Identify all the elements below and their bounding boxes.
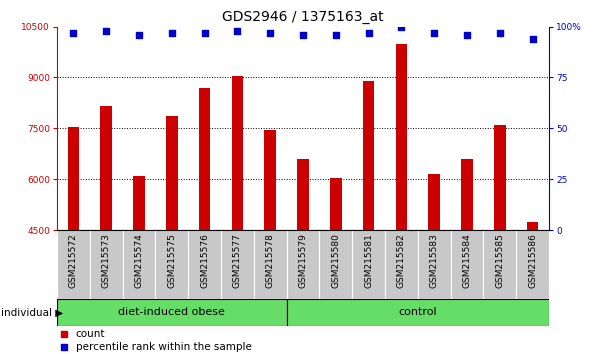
Bar — [287, 230, 319, 299]
Text: individual ▶: individual ▶ — [1, 307, 64, 318]
Text: GSM215575: GSM215575 — [167, 234, 176, 289]
Point — [364, 30, 373, 35]
Text: diet-induced obese: diet-induced obese — [118, 307, 225, 318]
Text: GSM215585: GSM215585 — [496, 234, 504, 289]
Bar — [221, 230, 254, 299]
Bar — [330, 177, 341, 230]
Text: GSM215576: GSM215576 — [200, 234, 209, 289]
Text: GSM215574: GSM215574 — [134, 234, 143, 288]
Bar — [297, 159, 309, 230]
Point — [167, 30, 176, 35]
Bar — [352, 230, 385, 299]
Text: GSM215579: GSM215579 — [299, 234, 308, 289]
Text: GSM215582: GSM215582 — [397, 234, 406, 288]
Bar — [155, 230, 188, 299]
Text: GSM215586: GSM215586 — [528, 234, 537, 289]
Bar — [166, 116, 178, 230]
Bar — [188, 230, 221, 299]
Text: GSM215581: GSM215581 — [364, 234, 373, 289]
Point — [233, 28, 242, 33]
Point — [331, 32, 341, 38]
Bar — [90, 230, 122, 299]
Point — [134, 32, 144, 38]
Bar — [319, 230, 352, 299]
Point — [495, 30, 505, 35]
Bar — [385, 230, 418, 299]
Bar — [484, 230, 516, 299]
Bar — [287, 299, 549, 326]
Text: control: control — [398, 307, 437, 318]
Point — [59, 331, 69, 336]
Point — [298, 32, 308, 38]
Bar — [57, 230, 90, 299]
Text: GSM215578: GSM215578 — [266, 234, 275, 289]
Bar — [57, 299, 287, 326]
Bar — [68, 127, 79, 230]
Text: GSM215573: GSM215573 — [102, 234, 111, 289]
Bar — [527, 222, 538, 230]
Bar — [418, 230, 451, 299]
Bar — [100, 106, 112, 230]
Text: GSM215572: GSM215572 — [69, 234, 78, 288]
Point — [200, 30, 209, 35]
Point — [101, 28, 111, 33]
Bar — [199, 88, 211, 230]
Text: percentile rank within the sample: percentile rank within the sample — [76, 342, 251, 352]
Bar — [428, 174, 440, 230]
Bar — [516, 230, 549, 299]
Text: GSM215584: GSM215584 — [463, 234, 472, 288]
Bar — [451, 230, 484, 299]
Bar — [133, 176, 145, 230]
Point — [430, 30, 439, 35]
Title: GDS2946 / 1375163_at: GDS2946 / 1375163_at — [222, 10, 384, 24]
Text: GSM215580: GSM215580 — [331, 234, 340, 289]
Point — [397, 24, 406, 29]
Point — [462, 32, 472, 38]
Point — [68, 30, 78, 35]
Point — [59, 344, 69, 350]
Bar — [232, 76, 243, 230]
Text: count: count — [76, 329, 105, 339]
Bar — [395, 44, 407, 230]
Bar — [461, 159, 473, 230]
Bar — [265, 130, 276, 230]
Bar — [494, 125, 506, 230]
Point — [265, 30, 275, 35]
Text: GSM215583: GSM215583 — [430, 234, 439, 289]
Bar — [122, 230, 155, 299]
Bar — [363, 81, 374, 230]
Bar — [254, 230, 287, 299]
Text: GSM215577: GSM215577 — [233, 234, 242, 289]
Point — [528, 36, 538, 42]
